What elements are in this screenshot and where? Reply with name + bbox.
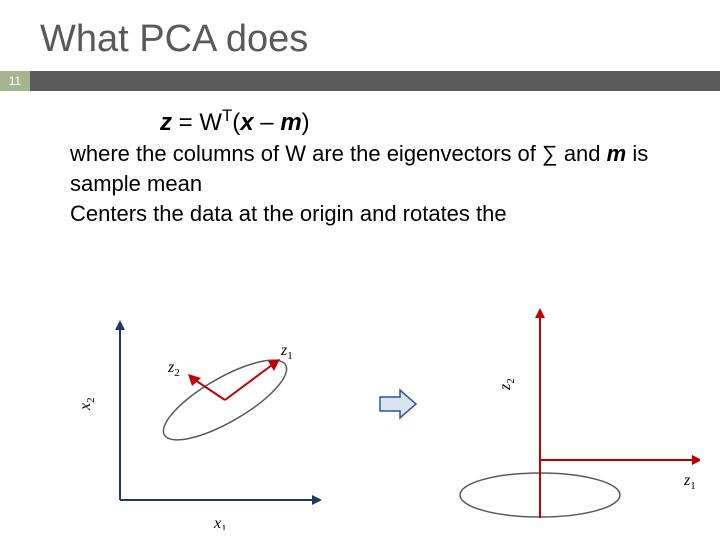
formula-m: m bbox=[280, 109, 301, 136]
content-block: z = WT(x – m) where the columns of W are… bbox=[0, 91, 720, 228]
formula-x: x bbox=[240, 109, 253, 136]
body-sigma: ∑ bbox=[542, 141, 558, 166]
pca-diagram: x1 x2 z1 z2 z1 z2 bbox=[60, 300, 700, 530]
label-z1-left: z1 bbox=[280, 342, 293, 362]
formula-z: z bbox=[160, 109, 172, 136]
formula-eq: = W bbox=[172, 109, 222, 136]
label-z1-right: z1 bbox=[683, 472, 696, 492]
label-x1: x1 bbox=[213, 515, 227, 530]
formula-superscript-T: T bbox=[222, 106, 232, 125]
slide-title: What PCA does bbox=[0, 0, 720, 71]
divider-bar-fill bbox=[30, 71, 720, 91]
body-1a: where the columns of W are the eigenvect… bbox=[70, 141, 542, 166]
right-plot: z1 z2 bbox=[460, 308, 700, 518]
transform-arrow-icon bbox=[380, 390, 416, 418]
divider-bar: 11 bbox=[0, 71, 720, 91]
formula-line: z = WT(x – m) bbox=[70, 105, 670, 139]
body-m: m bbox=[607, 141, 627, 166]
body-line-1: where the columns of W are the eigenvect… bbox=[70, 139, 670, 198]
page-number-badge: 11 bbox=[0, 71, 30, 91]
body-line-2: Centers the data at the origin and rotat… bbox=[70, 199, 670, 229]
label-z2-right: z2 bbox=[497, 378, 517, 391]
label-x2: x2 bbox=[77, 397, 97, 411]
label-z2-left: z2 bbox=[167, 359, 180, 379]
formula-minus: – bbox=[254, 109, 281, 136]
formula-close: ) bbox=[302, 109, 310, 136]
left-plot: x1 x2 z1 z2 bbox=[77, 320, 322, 530]
body-1b: and bbox=[558, 141, 607, 166]
